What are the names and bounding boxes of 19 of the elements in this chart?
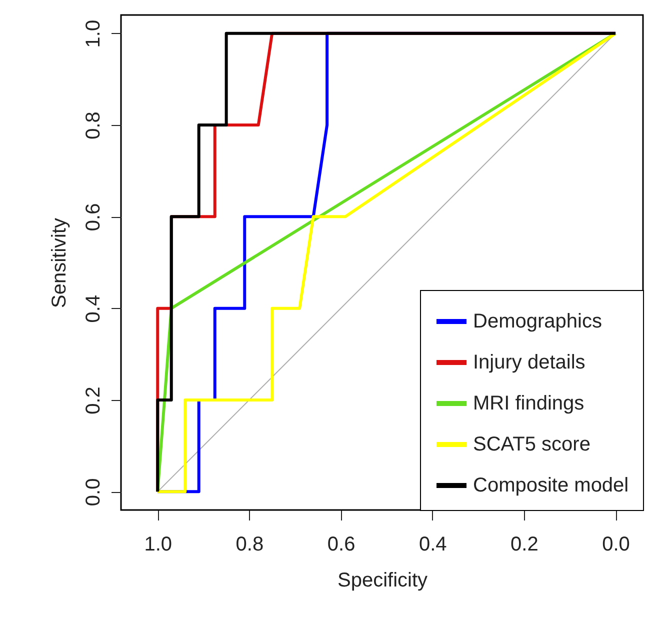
y-tick-label: 0.0 <box>82 478 104 506</box>
legend-label: Injury details <box>473 352 586 374</box>
legend-label: MRI findings <box>473 392 584 414</box>
x-axis-title: Specificity <box>337 570 428 592</box>
y-tick-label: 0.2 <box>82 386 104 414</box>
legend-label: SCAT5 score <box>473 434 590 456</box>
y-tick-label: 1.0 <box>82 20 104 48</box>
y-tick-label: 0.6 <box>82 203 104 232</box>
y-axis-title: Sensitivity <box>48 218 70 308</box>
y-tick-label: 0.4 <box>82 294 104 323</box>
legend-label: Demographics <box>473 310 602 332</box>
y-tick-label: 0.8 <box>82 112 104 140</box>
legend-label: Composite model <box>473 474 629 496</box>
x-tick-label: 0.6 <box>327 534 356 556</box>
x-tick-label: 0.8 <box>236 534 264 556</box>
x-tick-label: 0.4 <box>418 534 447 556</box>
x-tick-label: 0.2 <box>510 534 538 556</box>
x-tick-label: 1.0 <box>144 534 172 556</box>
x-tick-label: 0.0 <box>602 534 630 556</box>
